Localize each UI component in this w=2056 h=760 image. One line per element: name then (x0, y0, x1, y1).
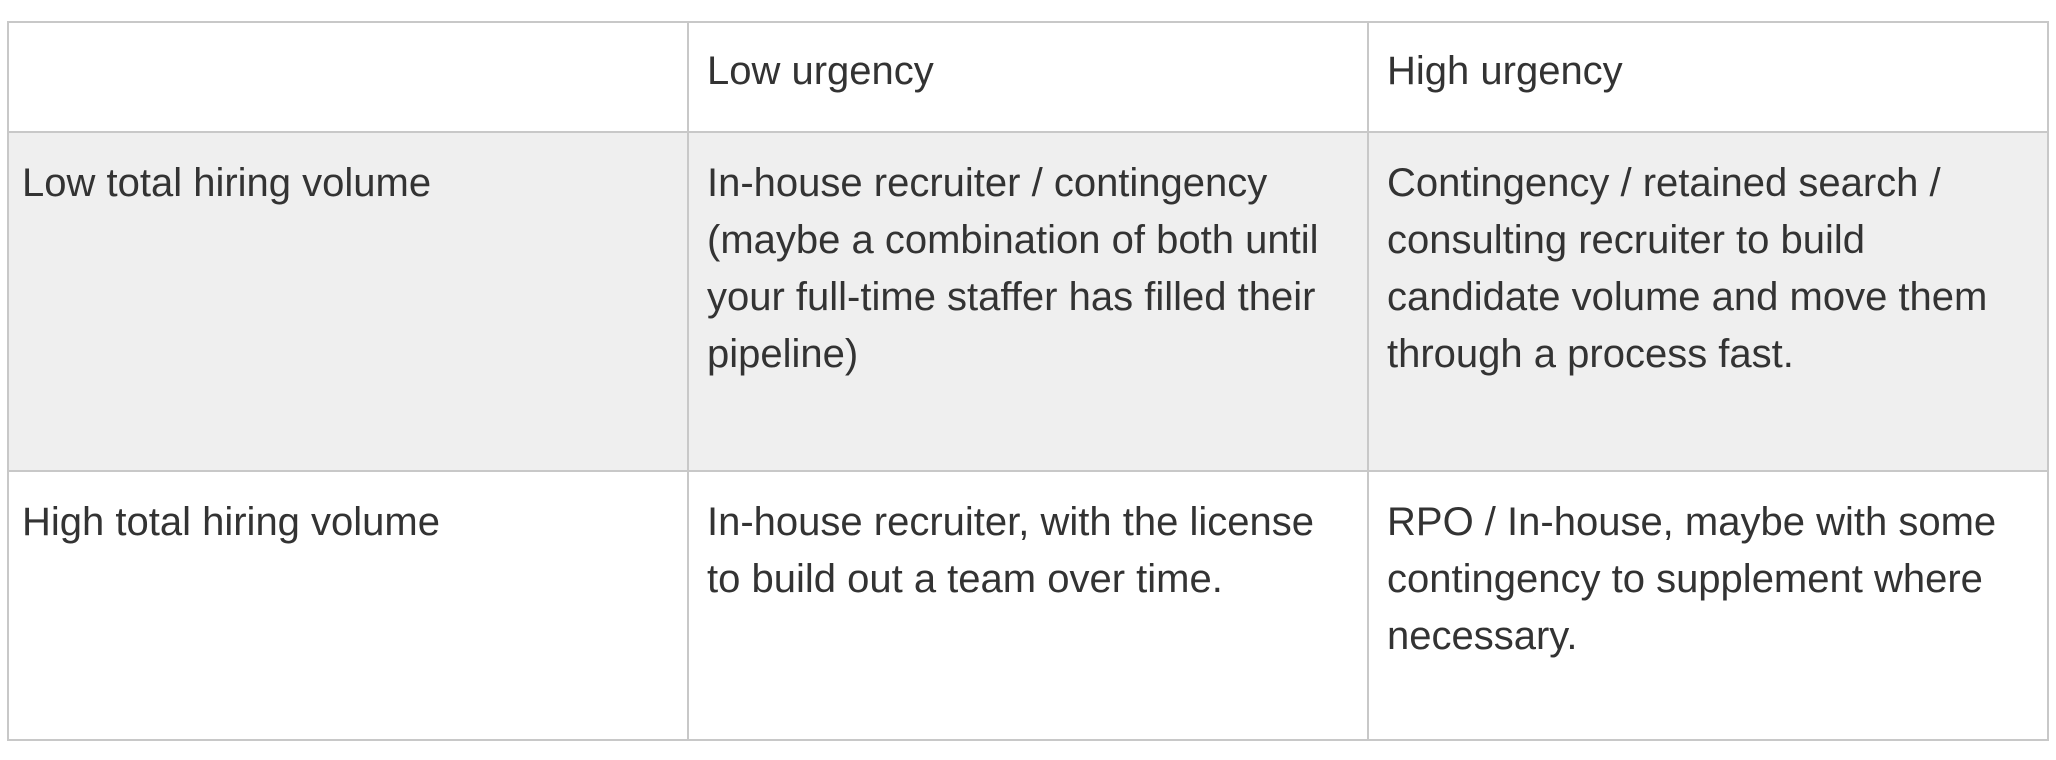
header-low-urgency: Low urgency (687, 21, 1369, 133)
header-empty-cell (7, 21, 689, 133)
row-label-low-volume: Low total hiring volume (7, 131, 689, 472)
hiring-strategy-table: Low urgency High urgency Low total hirin… (7, 21, 2049, 741)
cell-low-volume-low-urgency: In-house recruiter / contingency (maybe … (687, 131, 1369, 472)
header-high-urgency: High urgency (1367, 21, 2049, 133)
row-label-high-volume: High total hiring volume (7, 470, 689, 741)
cell-high-volume-low-urgency: In-house recruiter, with the license to … (687, 470, 1369, 741)
table-row-high-volume: High total hiring volume In-house recrui… (7, 470, 2049, 741)
cell-high-volume-high-urgency: RPO / In-house, maybe with some continge… (1367, 470, 2049, 741)
header-row: Low urgency High urgency (7, 21, 2049, 133)
cell-low-volume-high-urgency: Contingency / retained search / consulti… (1367, 131, 2049, 472)
table-row-low-volume: Low total hiring volume In-house recruit… (7, 131, 2049, 472)
